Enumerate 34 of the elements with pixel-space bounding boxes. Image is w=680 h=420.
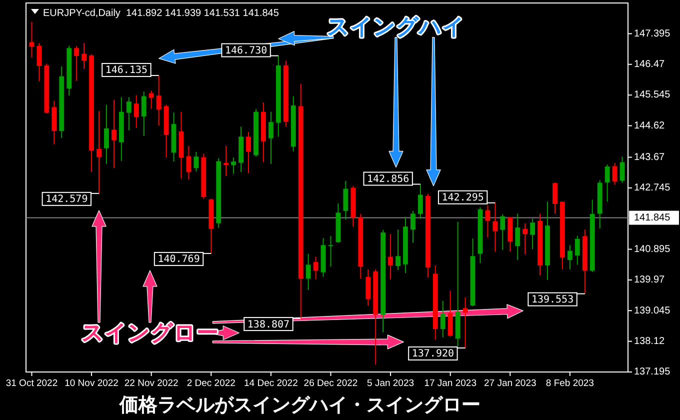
x-tick-label: 8 Feb 2023 (546, 378, 594, 389)
x-tick-label: 22 Nov 2022 (124, 378, 178, 389)
y-tick-label: 139.97 (634, 274, 666, 286)
text: 137.920 (412, 348, 454, 360)
y-tick-label: 143.67 (634, 152, 666, 163)
x-tick-label: 2 Dec 2022 (186, 378, 236, 389)
text: 146.730 (224, 45, 268, 56)
text: 139.553 (531, 294, 574, 306)
x-tick-label: 31 Oct 2022 (6, 378, 58, 389)
text: 138.807 (247, 319, 290, 330)
ref-line-label: 141.845 (634, 212, 671, 224)
x-tick-label: 27 Jan 2023 (484, 378, 536, 389)
text: 142.295 (442, 192, 484, 204)
text: EURJPY-cd,Daily 141.892 141.939 141.531 141.845 (43, 8, 280, 19)
annotation: スイングハイ (327, 15, 465, 40)
y-tick-label: 145.545 (634, 90, 671, 101)
x-tick-label: 26 Dec 2022 (304, 378, 358, 389)
y-tick-label: 142.745 (634, 182, 671, 194)
text: 146.135 (105, 65, 148, 76)
y-tick-label: 146.47 (634, 59, 666, 70)
x-tick-label: 10 Nov 2022 (64, 378, 118, 389)
x-tick-label: 5 Jan 2023 (367, 378, 414, 389)
y-tick-label: 140.895 (634, 244, 671, 255)
y-tick-label: 137.195 (634, 366, 671, 378)
text: 142.579 (46, 194, 88, 206)
text: 価格ラベルがスイングハイ・スイングロー (118, 394, 480, 416)
y-tick-label: 138.12 (634, 336, 666, 347)
y-tick-label: 144.62 (634, 120, 666, 132)
y-tick-label: 139.045 (634, 305, 671, 316)
text: 142.856 (367, 174, 410, 185)
text: 140.769 (158, 254, 200, 266)
x-tick-label: 14 Dec 2022 (244, 378, 298, 389)
x-tick-label: 17 Jan 2023 (424, 378, 476, 389)
y-tick-label: 147.395 (634, 28, 671, 40)
